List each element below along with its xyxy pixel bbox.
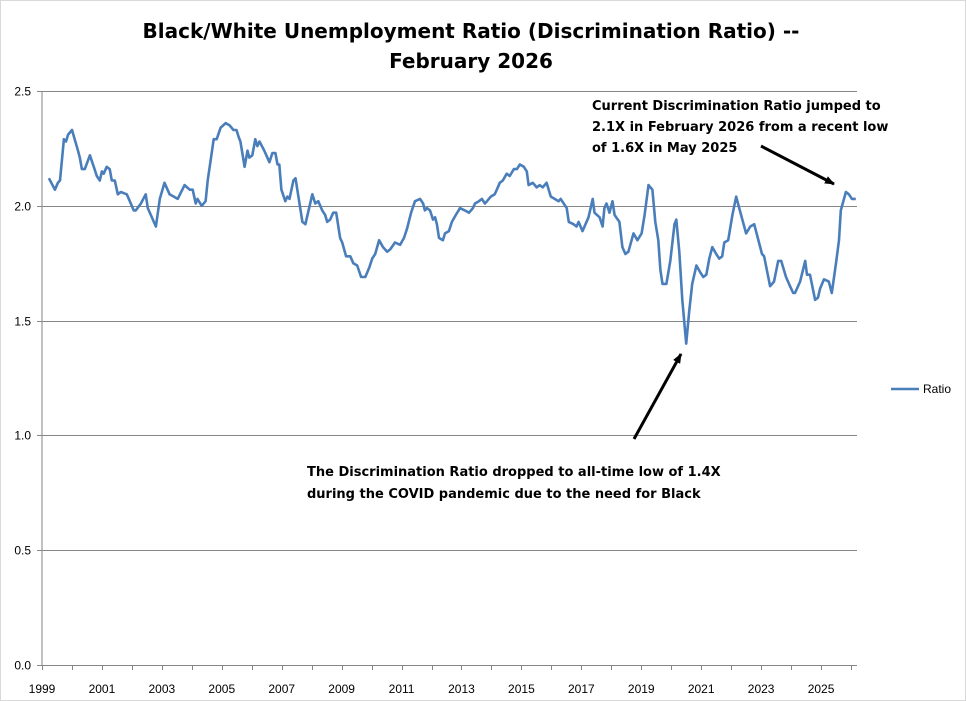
y-tick-label: 0.0: [14, 659, 31, 673]
annotation-current-line-2: 2.1X in February 2026 from a recent low: [592, 120, 888, 135]
x-tick-label: 2011: [389, 682, 415, 696]
x-tick-label: 1999: [29, 682, 56, 696]
x-tick-label: 2009: [328, 682, 355, 696]
x-tick-label: 2007: [268, 682, 295, 696]
legend: Ratio: [891, 382, 951, 396]
x-tick-label: 2017: [568, 682, 595, 696]
y-tick-label: 0.5: [14, 544, 31, 558]
x-tick-label: 2023: [748, 682, 775, 696]
annotation-current-arrow: [760, 144, 835, 186]
y-tick-label: 2.0: [14, 200, 31, 214]
x-tick-label: 2015: [508, 682, 535, 696]
annotation-covid: The Discrimination Ratio dropped to all-…: [307, 353, 721, 502]
chart-title-line-1: Black/White Unemployment Ratio (Discrimi…: [143, 19, 800, 43]
x-tick-label: 2025: [808, 682, 835, 696]
y-tick-label: 2.5: [14, 85, 31, 99]
y-tick-label: 1.5: [14, 315, 31, 329]
annotation-current: Current Discrimination Ratio jumped to 2…: [592, 99, 888, 186]
y-tick-label: 1.0: [14, 429, 31, 443]
x-axis-ticks: 1999 2001 2003 2005 2007 2009 2011 2013 2015 2017…: [29, 665, 852, 696]
x-tick-label: 2003: [149, 682, 176, 696]
annotation-current-line-3: of 1.6X in May 2025: [592, 141, 737, 156]
x-tick-label: 2019: [628, 682, 655, 696]
x-tick-label: 2001: [89, 682, 116, 696]
annotation-covid-line-2: during the COVID pandemic due to the nee…: [307, 487, 701, 502]
legend-label-ratio: Ratio: [923, 382, 951, 396]
series-line-ratio: [47, 121, 856, 345]
chart-title-line-2: February 2026: [389, 49, 553, 73]
x-tick-label: 2013: [448, 682, 475, 696]
annotation-current-line-1: Current Discrimination Ratio jumped to: [592, 99, 881, 114]
y-axis-ticks: 0.0 0.5 1.0 1.5 2.0 2.5: [14, 85, 42, 673]
x-tick-label: 2005: [208, 682, 235, 696]
annotation-covid-arrow: [632, 353, 683, 440]
gridlines: [42, 91, 857, 551]
x-tick-label: 2021: [688, 682, 715, 696]
annotation-covid-line-1: The Discrimination Ratio dropped to all-…: [307, 465, 721, 480]
